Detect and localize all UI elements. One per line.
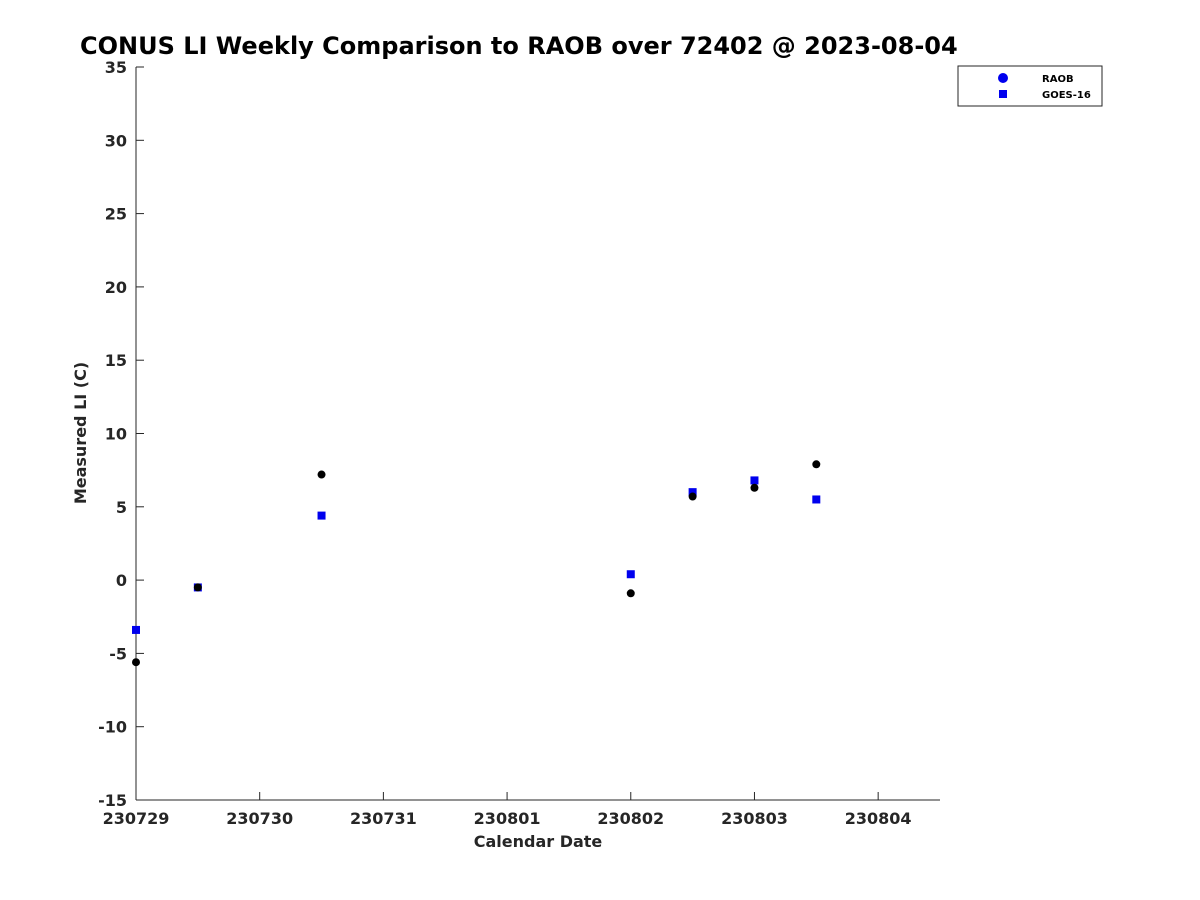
x-axis-label: Calendar Date [474, 832, 603, 851]
y-tick-label: 5 [116, 498, 127, 517]
x-tick-label: 230803 [721, 809, 788, 828]
x-tick-label: 230801 [474, 809, 541, 828]
legend-goes-16-marker [999, 90, 1007, 98]
y-tick-label: 10 [105, 425, 127, 444]
goes-16-point [317, 511, 326, 520]
raob-point [132, 658, 140, 667]
raob-point [812, 460, 821, 469]
raob-point [688, 492, 697, 501]
goes-16-point [812, 495, 821, 504]
goes-16-point [132, 625, 140, 634]
y-tick-label: 30 [105, 131, 127, 150]
legend-box [957, 65, 1103, 107]
x-tick-label: 230802 [597, 809, 664, 828]
legend-raob-marker [998, 73, 1008, 83]
y-tick-label: -10 [98, 718, 127, 737]
x-tick-label: 230731 [350, 809, 417, 828]
goes-16-point [750, 476, 759, 485]
y-tick-label: 15 [105, 351, 127, 370]
goes-16-point [626, 570, 635, 579]
y-tick-label: -15 [98, 791, 127, 810]
data-marks [132, 460, 821, 667]
y-tick-label: 35 [105, 58, 127, 77]
y-tick-label: 0 [116, 571, 127, 590]
raob-point [317, 470, 326, 479]
chart-title: CONUS LI Weekly Comparison to RAOB over … [80, 32, 958, 60]
goes-16-point [688, 488, 697, 497]
raob-point [750, 483, 759, 492]
y-tick-label: -5 [109, 644, 127, 663]
legend-label: RAOB [1042, 74, 1074, 85]
raob-point [626, 589, 635, 598]
x-tick-label: 230729 [103, 809, 170, 828]
legend[interactable]: RAOB GOES-16 [957, 65, 1103, 107]
y-tick-label: 25 [105, 205, 127, 224]
legend-label: GOES-16 [1042, 90, 1091, 101]
x-tick-label: 230730 [226, 809, 293, 828]
x-tick-label: 230804 [845, 809, 912, 828]
y-axis-label: Measured LI (C) [71, 362, 90, 504]
raob-point [193, 583, 202, 592]
y-tick-label: 20 [105, 278, 127, 297]
